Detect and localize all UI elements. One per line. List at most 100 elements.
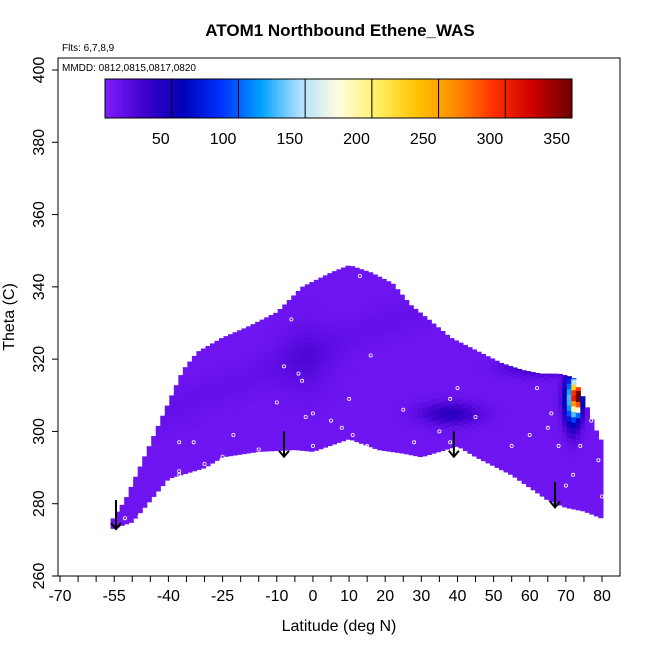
heat-cell [300, 412, 306, 419]
heat-cell [259, 413, 265, 420]
heat-cell [571, 378, 577, 385]
heat-cell [386, 402, 392, 409]
heat-cell [218, 343, 225, 350]
heat-cell [259, 445, 265, 452]
heat-cell [178, 415, 184, 422]
heat-cell [544, 374, 550, 381]
heat-cell [250, 365, 256, 372]
heat-cell [304, 298, 310, 305]
heat-cell [218, 425, 225, 432]
heat-cell [422, 412, 428, 419]
heat-cell [480, 417, 487, 424]
heat-cell [372, 339, 378, 346]
heat-cell [530, 424, 536, 431]
heat-cell [453, 440, 459, 447]
heat-cell [214, 400, 220, 407]
heat-cell [295, 319, 301, 326]
heat-cell [327, 369, 333, 376]
heat-cell [399, 317, 405, 324]
heat-cell [196, 393, 202, 400]
heat-cell [589, 492, 595, 499]
colorbar-segment [198, 79, 203, 118]
heat-cell [340, 359, 347, 366]
heat-cell [566, 376, 572, 379]
heat-cell [390, 364, 396, 371]
heat-cell [435, 413, 441, 420]
heat-cell [187, 369, 193, 376]
heat-cell [259, 424, 265, 431]
colorbar-segment [505, 79, 510, 118]
heat-cell [386, 396, 392, 403]
heat-cell [363, 331, 369, 338]
heat-cell [300, 352, 306, 359]
heat-cell [517, 458, 523, 465]
colorbar-segment [268, 79, 273, 118]
heat-cell [223, 445, 229, 452]
heat-cell [512, 466, 518, 473]
heat-cell [223, 364, 229, 371]
heat-cell [521, 461, 527, 468]
heat-cell [417, 337, 423, 344]
heat-cell [349, 293, 356, 300]
heat-cell [331, 286, 338, 293]
colorbar-segment [321, 79, 326, 118]
heat-cell [340, 370, 347, 377]
heat-cell [386, 282, 392, 289]
sample-point [455, 386, 460, 391]
heat-cell [300, 298, 306, 305]
heat-cell [368, 430, 374, 437]
heat-cell [187, 466, 193, 473]
heat-cell [349, 423, 356, 430]
heat-cell [480, 362, 487, 369]
heat-cell [304, 347, 310, 354]
heat-cell [494, 461, 500, 468]
heat-cell [300, 287, 306, 294]
heat-cell [340, 348, 347, 355]
heat-cell [413, 385, 419, 392]
heat-cell [232, 384, 238, 391]
heat-cell [345, 417, 351, 424]
heat-cell [548, 436, 554, 443]
heat-cell [295, 373, 301, 380]
heat-cell [359, 307, 365, 314]
heat-cell [417, 358, 423, 365]
heat-cell [196, 382, 202, 389]
heat-cell [196, 398, 202, 405]
heat-cell [160, 447, 166, 454]
heat-cell [191, 443, 198, 450]
heat-cell [372, 361, 378, 368]
heat-cell [336, 360, 342, 367]
heat-cell [453, 370, 459, 377]
heat-cell [426, 351, 432, 358]
heat-cell [228, 417, 234, 424]
heat-cell [259, 407, 265, 414]
heat-cell [349, 396, 356, 403]
heat-cell [115, 521, 121, 528]
heat-cell [322, 300, 328, 307]
heat-cell [386, 358, 392, 365]
heat-cell [422, 379, 428, 386]
heat-cell [598, 512, 604, 519]
heat-cell [499, 372, 505, 379]
heat-cell [404, 448, 410, 455]
heat-cell [467, 398, 473, 406]
heat-cell [169, 417, 175, 424]
heat-cell [598, 441, 604, 448]
heat-cell [381, 369, 387, 376]
heat-cell [250, 381, 256, 388]
heat-cell [196, 377, 202, 384]
heat-cell [237, 416, 243, 423]
sample-point [596, 458, 601, 463]
heat-cell [300, 325, 306, 332]
heat-cell [128, 505, 134, 512]
heat-cell [282, 395, 288, 402]
heat-cell [133, 507, 139, 514]
heat-cell [404, 432, 410, 439]
heat-cell [399, 393, 405, 400]
heat-cell [494, 386, 500, 393]
sample-point [137, 514, 142, 519]
heat-cell [494, 429, 500, 436]
heat-cell [444, 400, 450, 407]
heat-cell [205, 362, 211, 369]
heat-cell [426, 411, 432, 418]
